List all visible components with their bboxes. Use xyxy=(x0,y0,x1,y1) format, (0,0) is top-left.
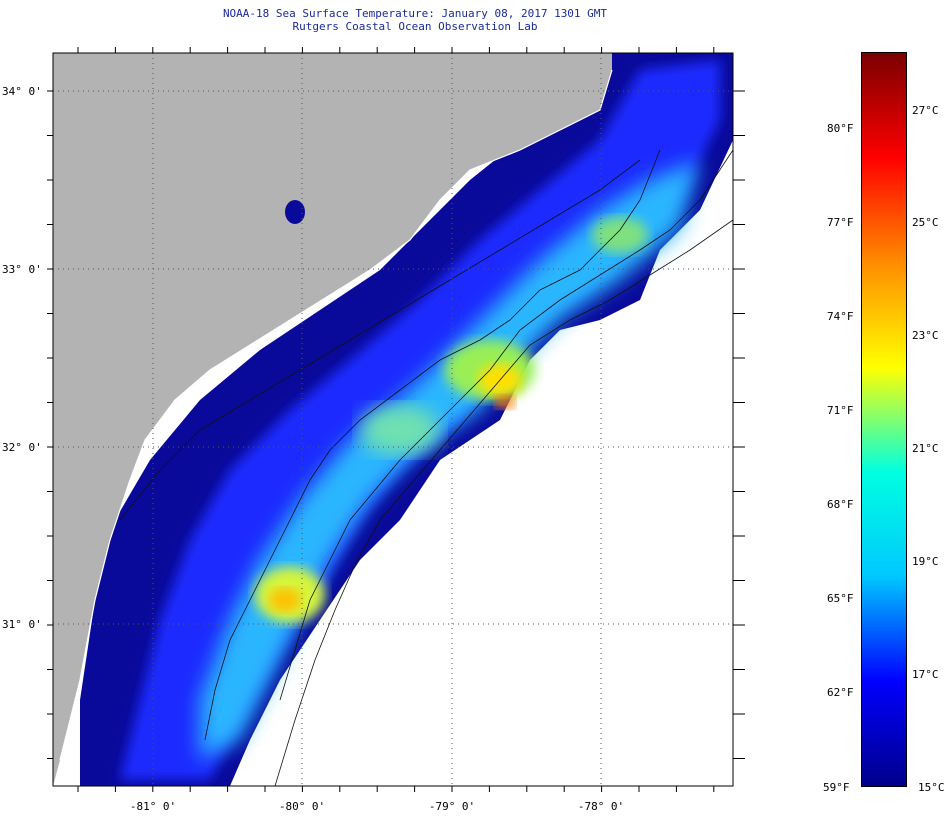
lat-label-32: 32° 0' xyxy=(2,441,42,454)
land xyxy=(53,53,612,786)
tick-marks xyxy=(47,47,745,792)
map-subtitle: Rutgers Coastal Ocean Observation Lab xyxy=(292,20,538,33)
lon-label-80: -80° 0' xyxy=(278,800,326,813)
cb-f-68: 68°F xyxy=(827,498,854,511)
isobath-4 xyxy=(119,159,641,521)
cb-c-25: 25°C xyxy=(912,216,939,229)
cb-c-15: 15°C xyxy=(918,781,944,794)
warm-patch-3 xyxy=(495,395,515,409)
lat-label-31: 31° 0' xyxy=(2,618,42,631)
lon-label-78: -78° 0' xyxy=(577,800,625,813)
warm-patch-5 xyxy=(269,588,301,612)
lat-label-34: 34° 0' xyxy=(2,85,42,98)
isobath-2 xyxy=(279,149,733,701)
cb-c-27: 27°C xyxy=(912,104,939,117)
map-title: NOAA-18 Sea Surface Temperature: January… xyxy=(222,7,608,20)
sst-band-cyan xyxy=(200,160,700,760)
cb-c-17: 17°C xyxy=(912,668,939,681)
cb-f-80: 80°F xyxy=(827,122,854,135)
cb-f-77: 77°F xyxy=(827,216,854,229)
cb-c-23: 23°C xyxy=(912,329,939,342)
isobath-1 xyxy=(204,149,661,741)
graticule xyxy=(53,53,733,786)
cb-c-21: 21°C xyxy=(912,442,939,455)
cb-f-59: 59°F xyxy=(823,781,850,794)
inland-lake xyxy=(285,200,305,224)
lon-label-81: -81° 0' xyxy=(129,800,177,813)
warm-patch-7 xyxy=(360,405,440,455)
cb-f-62: 62°F xyxy=(827,686,854,699)
cb-f-65: 65°F xyxy=(827,592,854,605)
cb-c-19: 19°C xyxy=(912,555,939,568)
map-frame xyxy=(52,52,734,787)
warm-patch-6 xyxy=(592,217,648,253)
colorbar xyxy=(861,52,907,787)
cb-f-71: 71°F xyxy=(827,404,854,417)
cb-f-74: 74°F xyxy=(827,310,854,323)
coast-outline xyxy=(59,69,613,761)
isobath-3 xyxy=(274,219,733,786)
lon-label-79: -79° 0' xyxy=(428,800,476,813)
lat-label-33: 33° 0' xyxy=(2,263,42,276)
